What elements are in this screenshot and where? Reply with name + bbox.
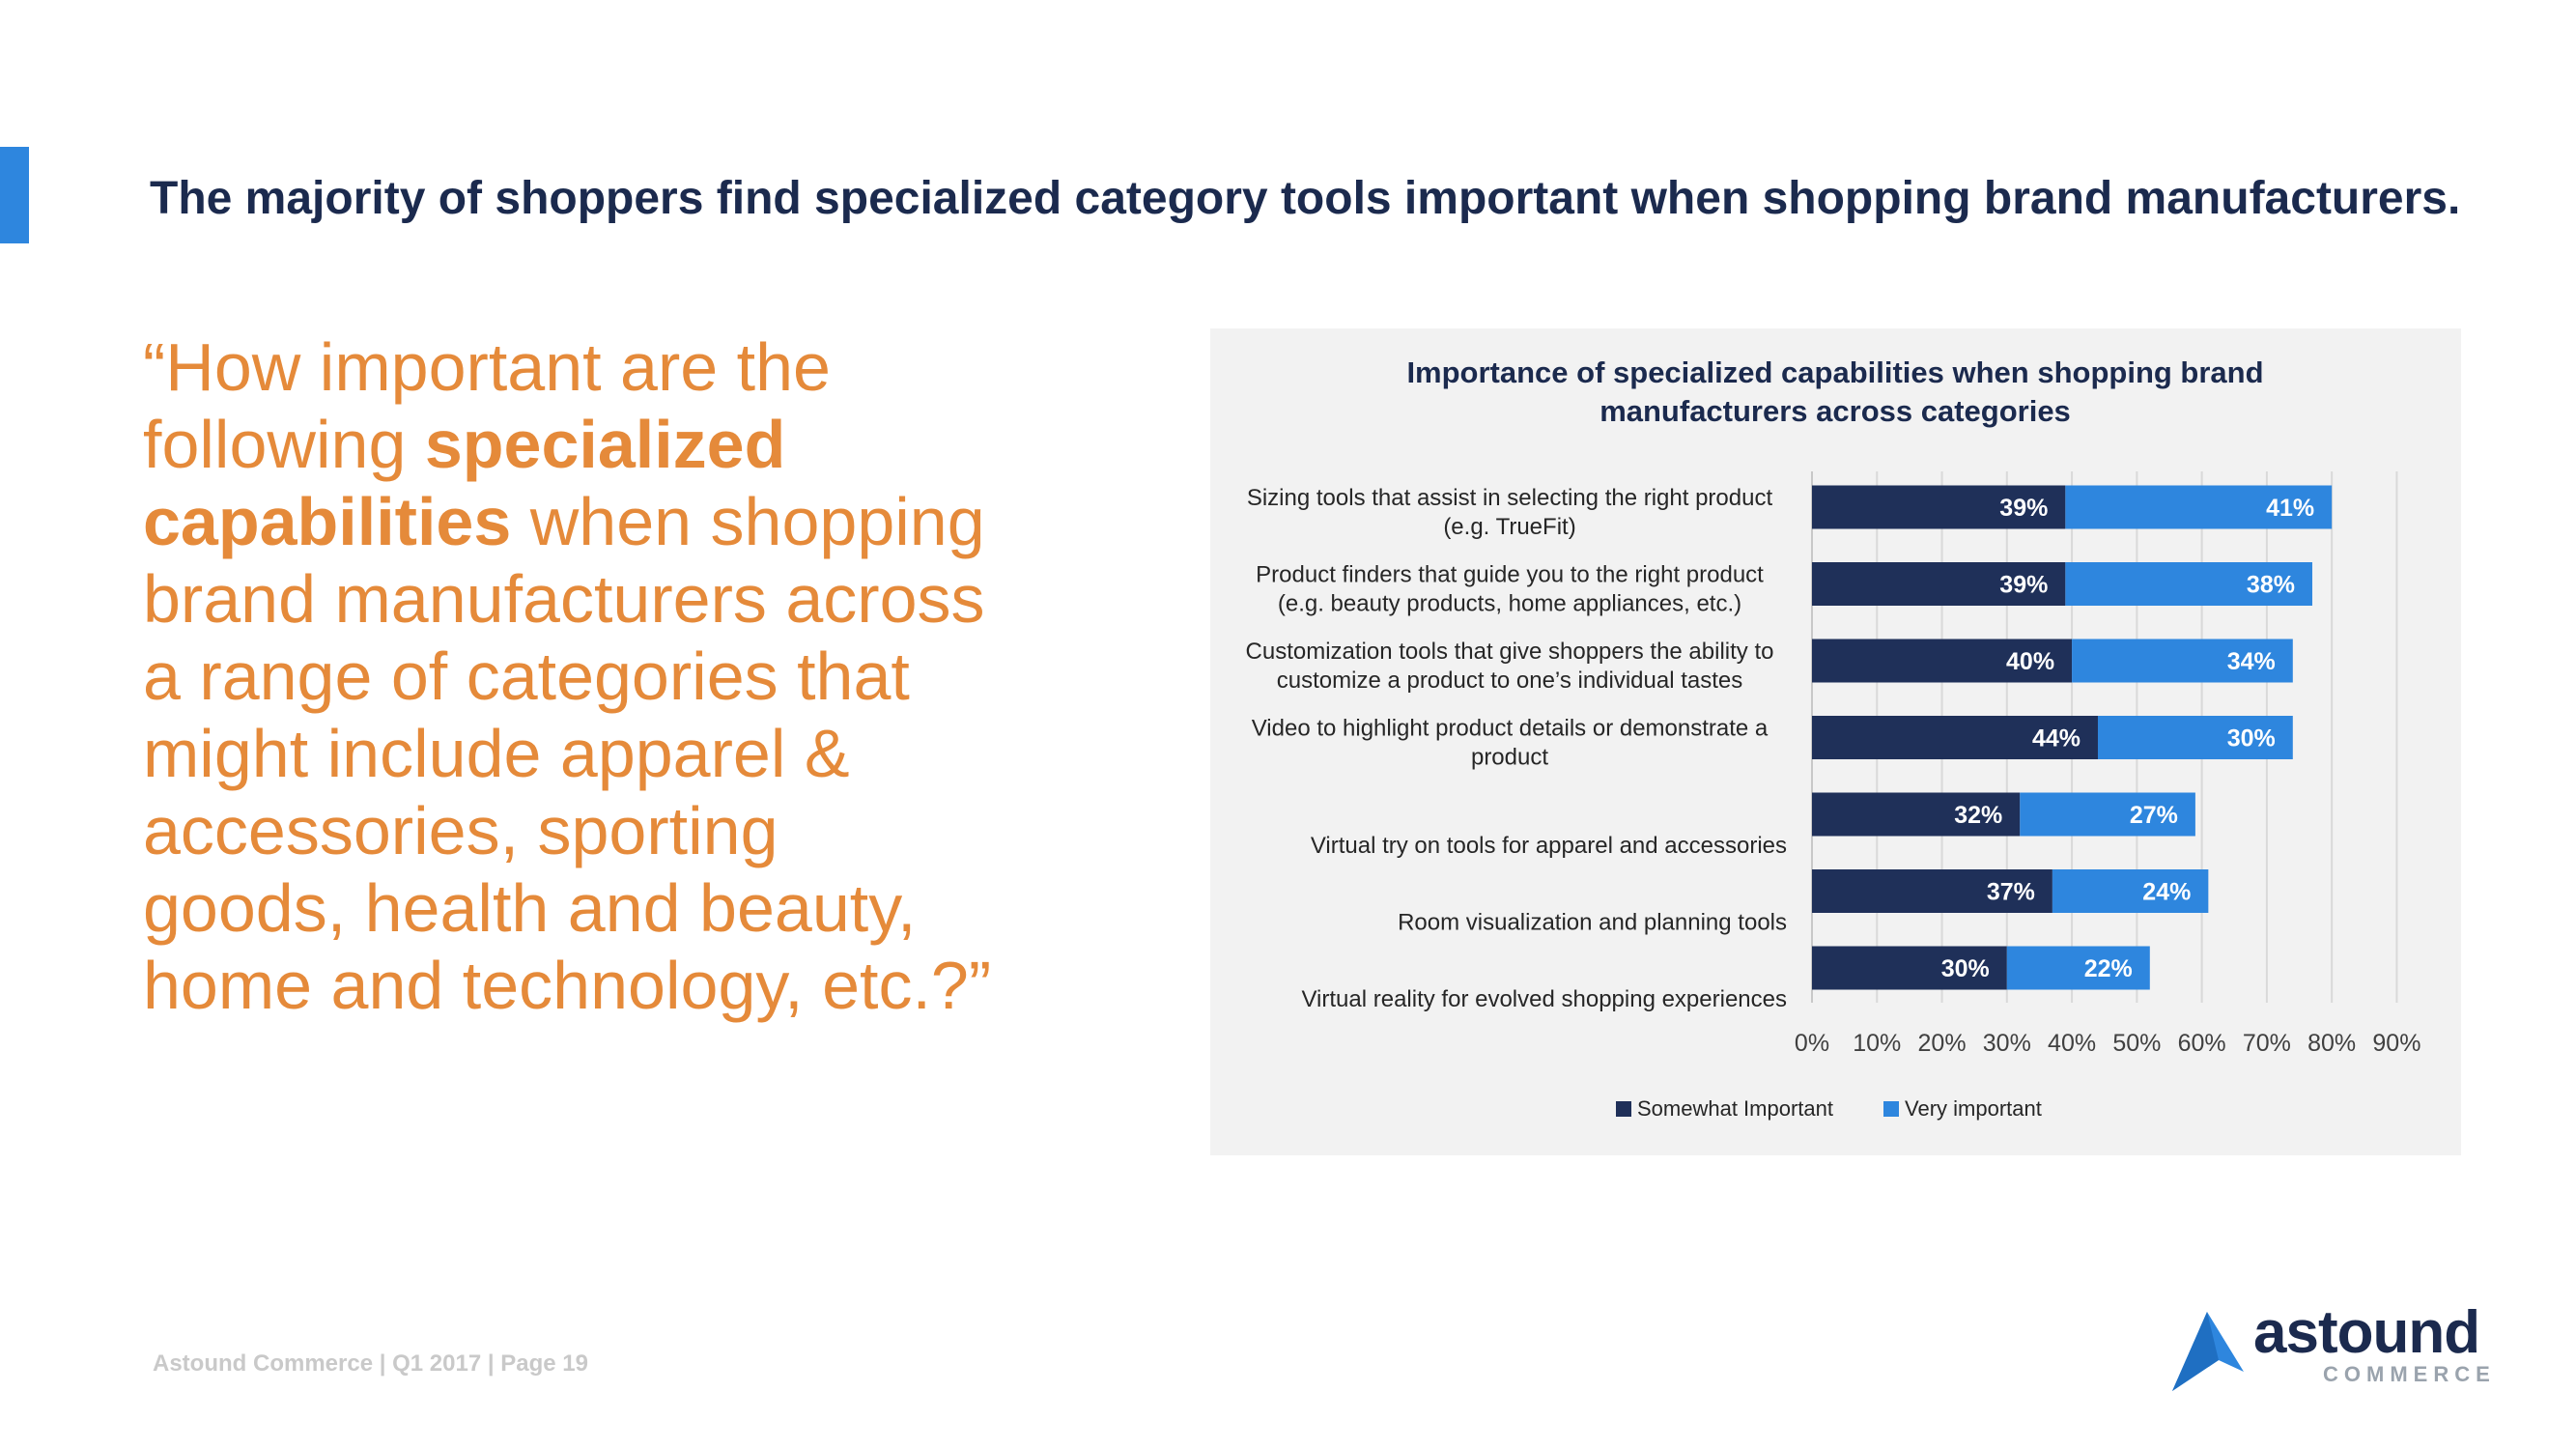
chart-panel: Importance of specialized capabilities w… (1210, 328, 2461, 1155)
legend-label-somewhat: Somewhat Important (1637, 1096, 1833, 1121)
bar-somewhat-important (1812, 716, 2098, 759)
bar-very-important (2052, 869, 2209, 913)
stacked-bar-chart: Importance of specialized capabilities w… (1246, 355, 2421, 1121)
bar-very-important (2097, 716, 2293, 759)
logo-mark-icon (2172, 1312, 2244, 1391)
data-label-very: 27% (2130, 802, 2178, 829)
x-tick-label: 90% (2372, 1030, 2420, 1057)
x-tick-label: 70% (2243, 1030, 2291, 1057)
bar-somewhat-important (1812, 946, 2007, 990)
data-label-somewhat: 39% (1999, 572, 2048, 599)
data-label-very: 30% (2227, 725, 2276, 753)
x-tick-label: 60% (2178, 1030, 2226, 1057)
category-label: product (1471, 745, 1548, 771)
legend-swatch-somewhat (1616, 1101, 1631, 1117)
data-label-very: 22% (2084, 955, 2133, 982)
category-label: Product finders that guide you to the ri… (1256, 562, 1764, 588)
bar-very-important (2006, 946, 2150, 990)
bar-somewhat-important (1812, 485, 2066, 529)
chart-title-line: manufacturers across categories (1599, 394, 2071, 428)
x-tick-label: 20% (1918, 1030, 1967, 1057)
data-label-very: 41% (2266, 495, 2314, 522)
legend-label-very: Very important (1905, 1096, 2042, 1121)
category-label: Video to highlight product details or de… (1252, 716, 1769, 742)
bar-somewhat-important (1812, 869, 2052, 913)
logo-wordmark: astound (2253, 1299, 2480, 1366)
category-label: Customization tools that give shoppers t… (1246, 639, 1774, 665)
x-tick-label: 10% (1853, 1030, 1901, 1057)
data-label-very: 24% (2142, 879, 2191, 906)
question-text-end: when shopping brand manufacturers across… (143, 484, 992, 1023)
data-label-somewhat: 32% (1954, 802, 2002, 829)
chart-title-line: Importance of specialized capabilities w… (1406, 355, 2263, 389)
data-label-very: 38% (2247, 572, 2295, 599)
bar-somewhat-important (1812, 792, 2021, 837)
category-label: (e.g. TrueFit) (1443, 514, 1575, 540)
page-title: The majority of shoppers find specialize… (150, 173, 2461, 224)
question-text-start: “How important are the following (143, 329, 831, 482)
footer-text: Astound Commerce | Q1 2017 | Page 19 (153, 1350, 588, 1377)
x-tick-label: 80% (2307, 1030, 2356, 1057)
category-label: Virtual reality for evolved shopping exp… (1301, 986, 1787, 1012)
category-label: customize a product to one’s individual … (1277, 668, 1743, 694)
bar-very-important (2020, 792, 2195, 837)
data-label-somewhat: 30% (1941, 955, 1990, 982)
data-label-somewhat: 44% (2032, 725, 2081, 753)
category-label: Room visualization and planning tools (1398, 910, 1787, 936)
data-label-somewhat: 39% (1999, 495, 2048, 522)
x-tick-label: 50% (2112, 1030, 2161, 1057)
category-label: Virtual try on tools for apparel and acc… (1311, 833, 1787, 859)
bar-very-important (2065, 562, 2312, 606)
bar-somewhat-important (1812, 562, 2066, 606)
category-label: (e.g. beauty products, home appliances, … (1278, 591, 1741, 617)
logo-subtitle: COMMERCE (2323, 1362, 2496, 1386)
x-tick-label: 0% (1795, 1030, 1829, 1057)
bar-somewhat-important (1812, 639, 2073, 683)
survey-question: “How important are the following special… (143, 328, 993, 1024)
accent-bar (0, 147, 29, 243)
data-label-somewhat: 40% (2006, 648, 2054, 675)
legend-swatch-very (1883, 1101, 1899, 1117)
x-tick-label: 30% (1983, 1030, 2031, 1057)
x-tick-label: 40% (2048, 1030, 2096, 1057)
bar-very-important (2065, 485, 2333, 529)
question-emphasis: specialized capabilities (143, 407, 786, 559)
astound-logo: astound COMMERCE (2168, 1299, 2490, 1391)
data-label-somewhat: 37% (1987, 879, 2035, 906)
bar-very-important (2072, 639, 2293, 683)
category-label: Sizing tools that assist in selecting th… (1247, 485, 1773, 511)
data-label-very: 34% (2227, 648, 2276, 675)
